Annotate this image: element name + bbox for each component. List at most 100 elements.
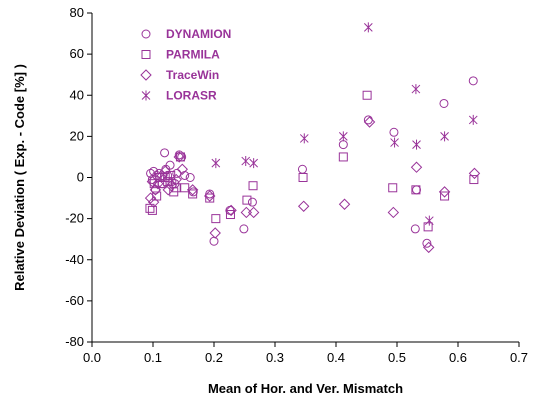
dynamion-point — [422, 238, 432, 248]
parmila-point — [157, 179, 167, 189]
tracewin-point — [156, 169, 168, 182]
tracewin-point — [176, 163, 188, 175]
x-tick-label: 0.1 — [144, 350, 162, 365]
parmila-point — [205, 193, 215, 203]
axis-ticks: -80 -60 -40 -20 0 20 40 60 80 0.0 0.1 0.2 0.3 0.4 0.5 0… — [65, 5, 528, 365]
dynamion-point — [165, 160, 175, 170]
dynamion-point — [412, 185, 422, 195]
dynamion-point — [410, 224, 420, 234]
parmila-point — [248, 181, 258, 191]
lorasr-point — [299, 133, 309, 144]
parmila-point — [225, 210, 235, 220]
tracewin-point — [186, 184, 199, 196]
parmila-point — [338, 152, 348, 162]
tracewin-point — [165, 180, 178, 192]
dynamion-point — [239, 224, 249, 234]
x-tick-label: 0.5 — [388, 350, 406, 365]
tracewin-point — [247, 206, 260, 219]
y-tick-label: 60 — [70, 46, 84, 61]
dynamion-point — [389, 127, 399, 137]
y-tick-label: -20 — [65, 211, 84, 226]
y-axis-label: Relative Deviation ( Exp. - Code [%] ) — [12, 64, 27, 291]
tracewin-point — [338, 198, 351, 210]
parmila-point — [440, 191, 450, 201]
parmila-point — [180, 183, 190, 193]
parmila-point — [362, 90, 372, 100]
legend-dynamion-label: DYNAMION — [166, 27, 231, 41]
tracewin-point — [204, 190, 216, 202]
lorasr-point — [440, 131, 449, 142]
x-tick-label: 0.2 — [205, 350, 223, 365]
tracewin-point — [162, 184, 174, 196]
data-points — [144, 22, 481, 254]
x-tick-label: 0.3 — [266, 350, 284, 365]
y-tick-label: 40 — [70, 87, 84, 102]
y-tick-label: 80 — [70, 5, 84, 20]
dynamion-point — [209, 236, 219, 246]
tracewin-point — [410, 161, 423, 173]
y-tick-label: -60 — [65, 293, 84, 308]
lorasr-point — [468, 114, 478, 125]
tracewin-point — [225, 204, 237, 217]
y-tick-label: -80 — [65, 334, 84, 349]
dynamion-point — [160, 148, 170, 158]
dynamion-point — [180, 170, 190, 180]
x-tick-label: 0.4 — [327, 350, 345, 365]
lorasr-point — [249, 158, 259, 169]
parmila-point — [388, 183, 398, 193]
parmila-point — [411, 185, 421, 195]
dynamion-point — [297, 164, 307, 174]
x-tick-label: 0.0 — [83, 350, 101, 365]
legend-dynamion-marker — [141, 29, 151, 39]
parmila-point — [147, 205, 157, 215]
lorasr-point — [241, 156, 251, 167]
y-tick-label: 20 — [70, 128, 84, 143]
legend-parmila-label: PARMILA — [166, 48, 220, 62]
legend-parmila-marker — [141, 50, 151, 59]
x-axis-label: Mean of Hor. and Ver. Mismatch — [208, 381, 403, 396]
tracewin-point — [423, 241, 435, 254]
legend-lorasr-label: LORASR — [166, 89, 217, 103]
legend: DYNAMION PARMILA TraceWin LORASR — [140, 27, 231, 103]
lorasr-point — [412, 139, 421, 150]
dynamion-point — [185, 173, 195, 182]
parmila-point — [469, 175, 479, 185]
dynamion-point — [468, 76, 478, 86]
tracewin-point — [240, 206, 253, 219]
y-tick-label: 0 — [77, 170, 84, 185]
tracewin-point — [209, 227, 221, 239]
x-tick-label: 0.7 — [510, 350, 528, 365]
legend-tracewin-marker — [140, 69, 152, 81]
lorasr-point — [338, 131, 348, 142]
dynamion-point — [439, 98, 449, 108]
parmila-point — [145, 203, 155, 213]
tracewin-point — [159, 165, 171, 178]
parmila-point — [188, 189, 198, 199]
lorasr-point — [211, 158, 221, 169]
lorasr-point — [411, 84, 421, 95]
parmila-point — [211, 214, 221, 224]
lorasr-point — [390, 137, 399, 148]
tracewin-point — [170, 173, 182, 186]
tracewin-point — [147, 196, 160, 208]
tracewin-point — [387, 206, 400, 219]
tracewin-point — [297, 200, 310, 212]
parmila-point — [171, 183, 181, 193]
tracewin-point — [146, 175, 159, 188]
lorasr-point — [363, 22, 373, 33]
tracewin-point — [363, 116, 376, 128]
lorasr-point — [424, 215, 434, 226]
legend-lorasr-marker — [141, 90, 151, 101]
y-tick-label: -40 — [65, 252, 84, 267]
dynamion-point — [247, 197, 257, 207]
parmila-point — [242, 195, 252, 205]
parmila-point — [298, 173, 308, 182]
tracewin-point — [144, 192, 157, 204]
tracewin-point — [152, 177, 164, 190]
tracewin-point — [173, 151, 185, 163]
tracewin-point — [438, 186, 451, 198]
tracewin-point — [468, 167, 481, 180]
dynamion-point — [174, 150, 184, 160]
dynamion-point — [146, 168, 156, 178]
